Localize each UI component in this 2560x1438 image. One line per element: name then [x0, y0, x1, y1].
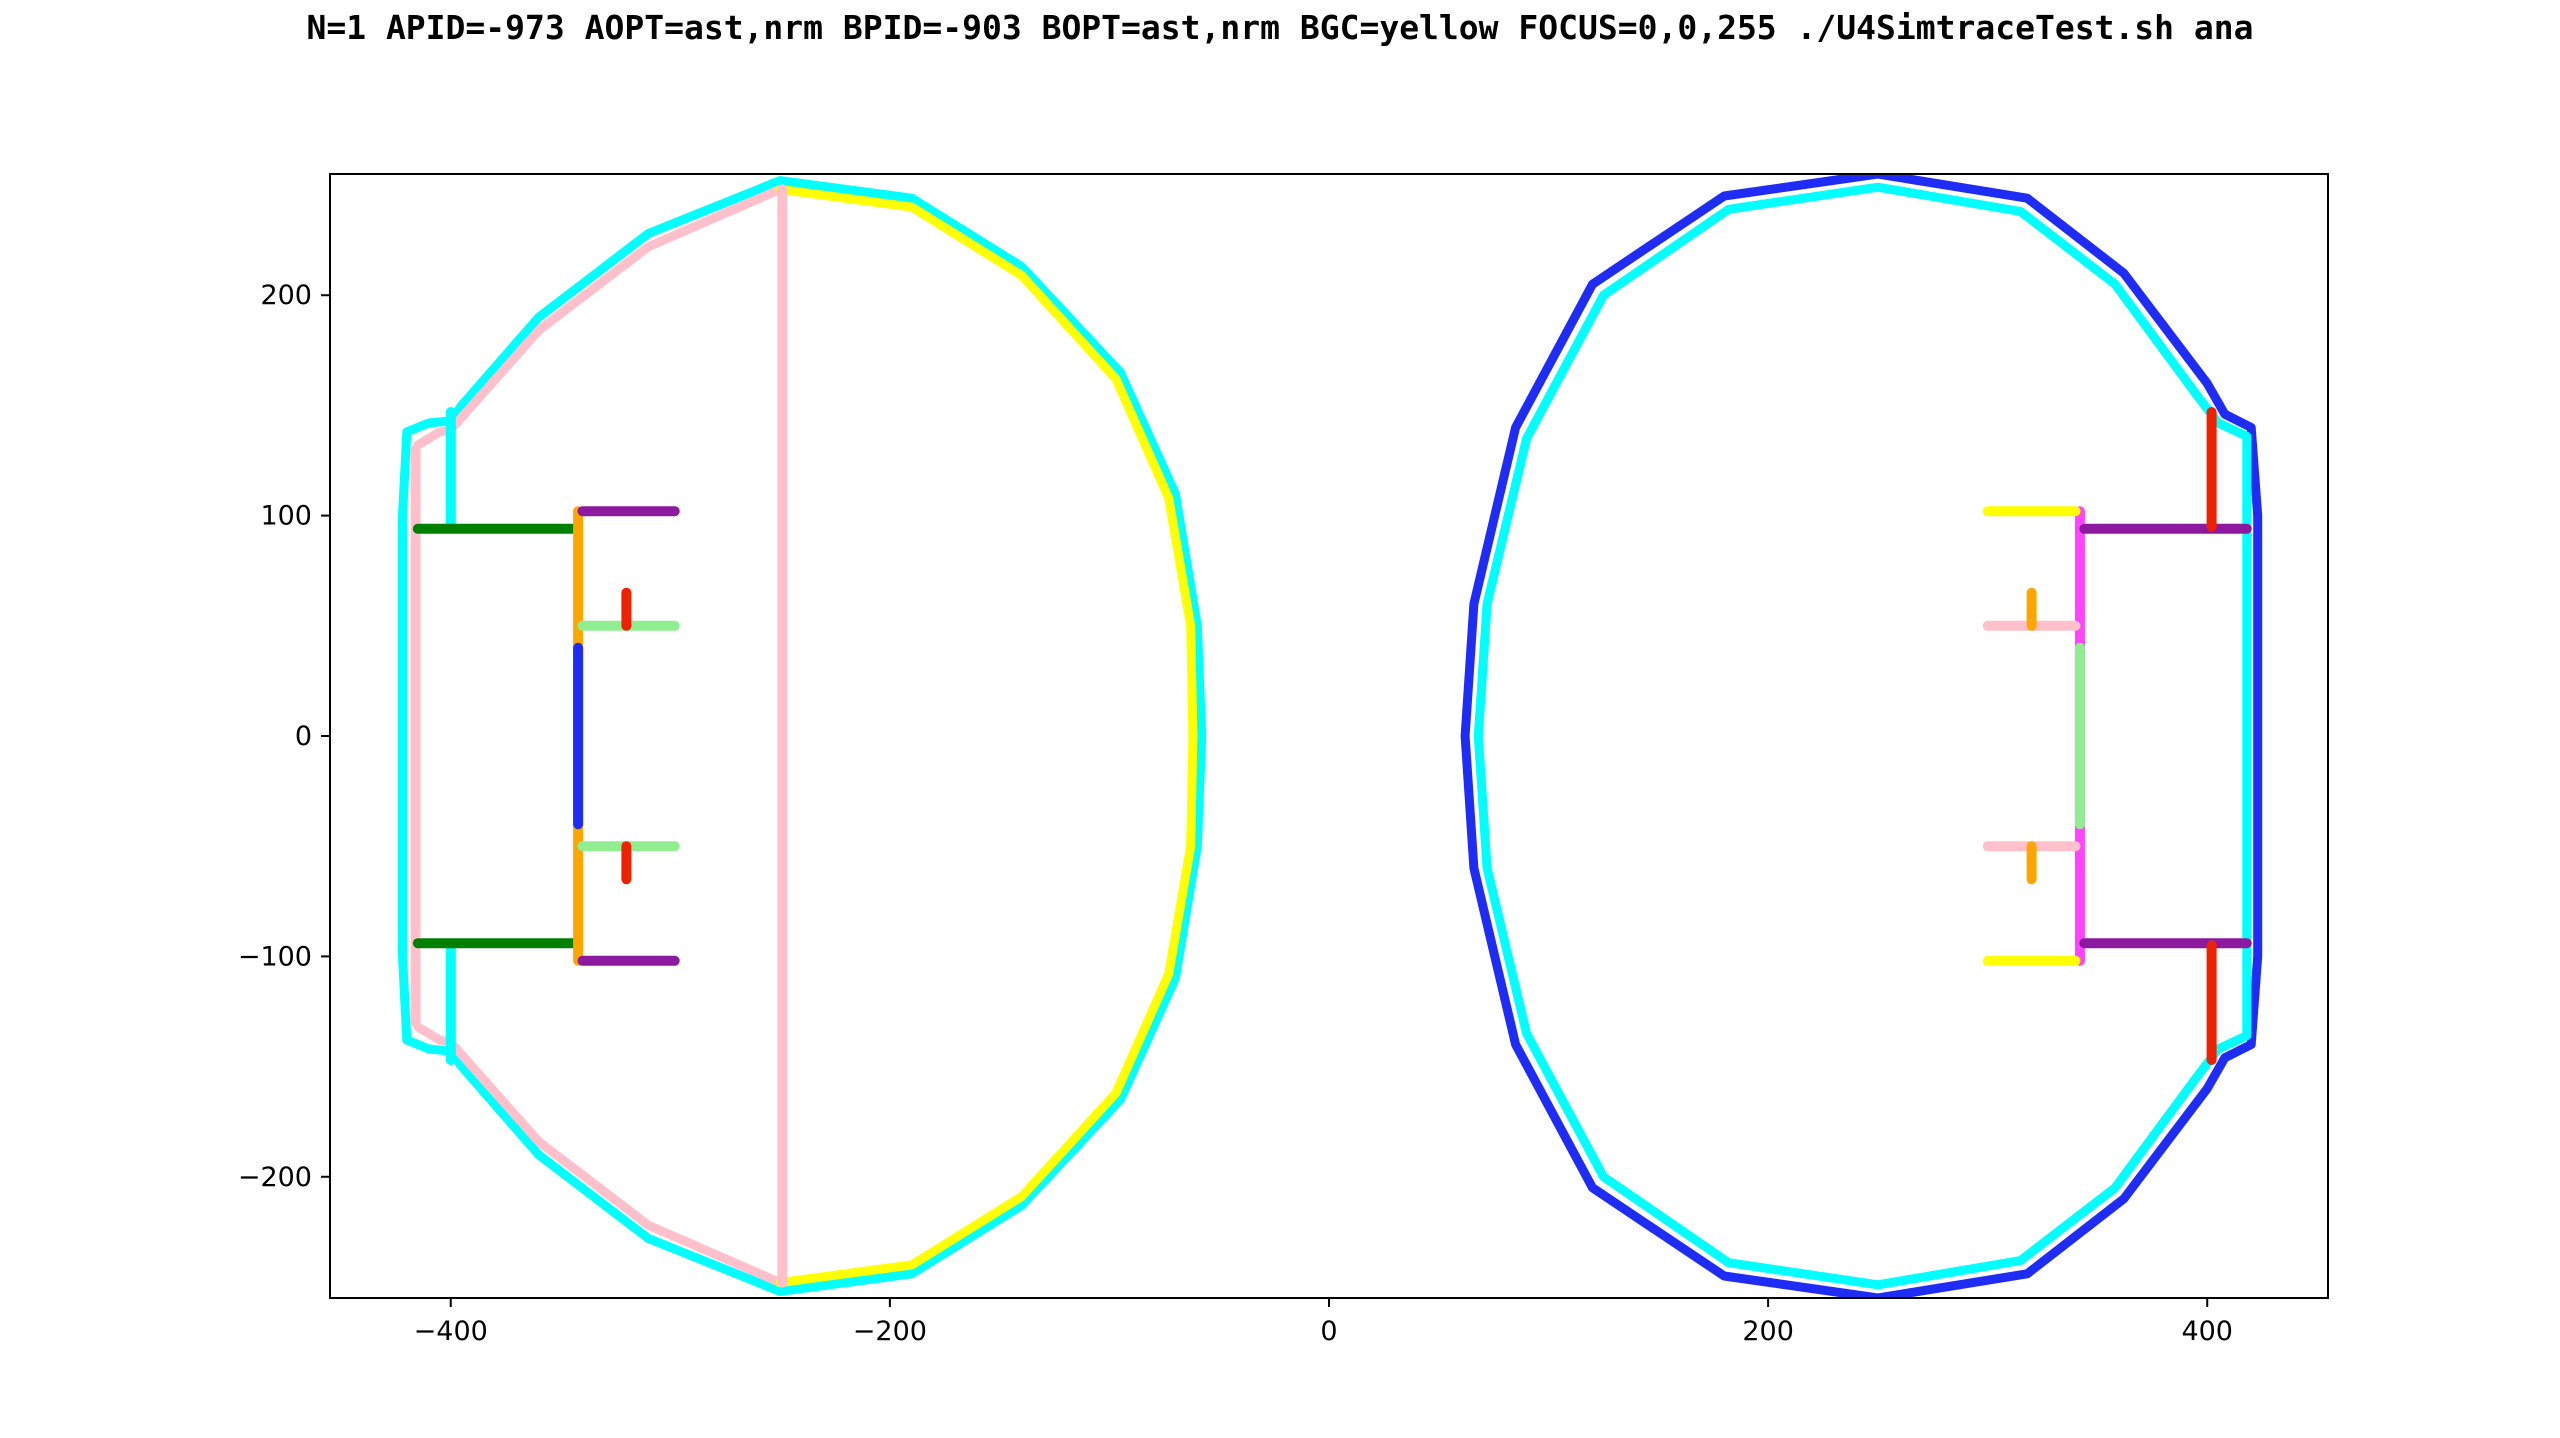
x-tick-label: 200: [1742, 1316, 1794, 1347]
trace-series-18: [1460, 174, 2263, 1298]
plot-frame: [329, 173, 2329, 1299]
x-tick-label: −200: [853, 1316, 927, 1347]
trace-series-0: [398, 176, 1207, 1296]
y-tick-label: −200: [238, 1162, 312, 1193]
trace-series-1: [413, 184, 785, 450]
y-tick-label: −100: [238, 941, 312, 972]
y-tick-label: 100: [260, 501, 312, 532]
y-tick-label: 0: [295, 721, 312, 752]
chart-title: N=1 APID=-973 AOPT=ast,nrm BPID=-903 BOP…: [306, 8, 2254, 47]
trace-series-2: [413, 1022, 785, 1288]
axis-layer: −400 −200 0 200 400 −200 −100 0 100 200: [238, 280, 2233, 1347]
series-layer: [398, 174, 2263, 1298]
trace-series-4: [775, 184, 1198, 1288]
y-tick-label: 200: [260, 280, 312, 311]
x-tick-label: 0: [1320, 1316, 1337, 1347]
x-tick-label: 400: [2181, 1316, 2233, 1347]
x-tick-label: −400: [414, 1316, 488, 1347]
trace-series-19: [1473, 182, 2252, 1290]
